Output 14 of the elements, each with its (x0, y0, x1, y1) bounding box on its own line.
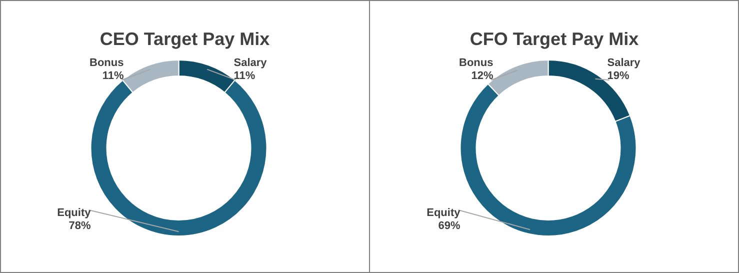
slice-label: Equity (426, 207, 462, 219)
slice-label: Salary (234, 57, 268, 69)
data-label: 69% (438, 220, 460, 232)
slice-label: Salary (607, 57, 642, 69)
data-label: 11% (234, 70, 256, 82)
slice-label: Equity (57, 207, 92, 219)
data-label: 19% (607, 70, 630, 82)
data-label: 12% (471, 70, 494, 82)
data-label: 11% (102, 70, 124, 82)
slice-label: Bonus (90, 57, 124, 69)
chart-title: CFO Target Pay Mix (470, 29, 639, 49)
chart-title: CEO Target Pay Mix (100, 29, 270, 49)
slice-label: Bonus (459, 57, 494, 69)
data-label: 78% (68, 220, 91, 232)
